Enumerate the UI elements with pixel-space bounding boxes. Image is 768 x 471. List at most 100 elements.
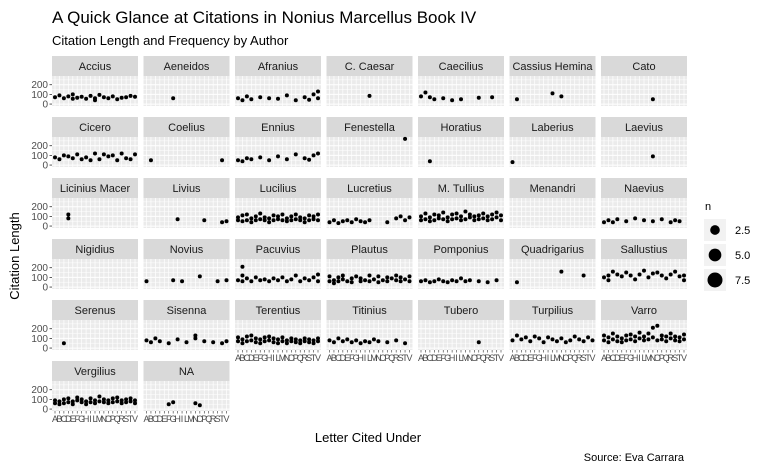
- facet-strip-menandri: [509, 178, 596, 198]
- data-point: [407, 279, 412, 284]
- data-point: [61, 401, 66, 406]
- data-point: [463, 217, 468, 222]
- data-point: [659, 217, 664, 222]
- facet-strip-afranius: [235, 56, 321, 76]
- x-tick-label: B: [239, 353, 245, 363]
- data-point: [119, 401, 124, 406]
- y-tick-label: 0: [42, 222, 48, 233]
- x-tick-label: E: [344, 353, 350, 363]
- data-point: [528, 339, 533, 344]
- facet-strip-accius: [52, 56, 138, 76]
- facet-label-coelius: Coelius: [168, 122, 205, 134]
- y-tick-label: 100: [31, 273, 48, 284]
- data-point: [298, 218, 303, 223]
- x-tick-label: I: [89, 414, 92, 424]
- data-point: [307, 337, 312, 342]
- data-point: [331, 278, 336, 283]
- data-point: [336, 275, 341, 280]
- data-point: [66, 396, 71, 401]
- legend-label: 7.5: [735, 275, 750, 287]
- data-point: [450, 217, 455, 222]
- data-point: [441, 210, 446, 215]
- x-tick-label: O: [654, 353, 661, 363]
- data-point: [650, 335, 655, 340]
- facet-strip-terentius: [235, 300, 321, 320]
- chart-title: A Quick Glance at Citations in Nonius Ma…: [52, 8, 477, 27]
- x-tick-label: N: [101, 414, 108, 424]
- data-point: [606, 273, 611, 278]
- data-point: [193, 401, 198, 406]
- facet-label-accius: Accius: [79, 61, 112, 73]
- data-point: [84, 399, 89, 404]
- data-point: [476, 213, 481, 218]
- data-point: [144, 279, 149, 284]
- data-point: [450, 212, 455, 217]
- y-tick-label: 200: [31, 80, 48, 91]
- data-point: [682, 332, 686, 337]
- data-point: [258, 95, 263, 100]
- data-point: [642, 218, 646, 223]
- x-tick-label: S: [581, 353, 587, 363]
- x-tick-label: V: [406, 353, 412, 363]
- facet-label-novius: Novius: [170, 244, 204, 256]
- x-tick-label: P: [110, 414, 116, 424]
- data-point: [624, 338, 629, 343]
- data-point: [385, 279, 390, 284]
- x-tick-label: E: [619, 353, 625, 363]
- data-point: [57, 93, 62, 98]
- data-point: [633, 339, 638, 344]
- data-point: [276, 154, 280, 159]
- data-point: [454, 279, 459, 284]
- data-point: [450, 278, 455, 283]
- data-point: [289, 214, 294, 219]
- data-point: [650, 97, 655, 102]
- data-point: [244, 212, 249, 217]
- facet-label-tubero: Tubero: [444, 305, 478, 317]
- data-point: [664, 334, 669, 339]
- x-tick-label: H: [83, 414, 90, 424]
- x-tick-label: L: [275, 353, 280, 363]
- data-point: [276, 217, 280, 222]
- chart-caption: Source: Eva Carrara: [584, 452, 685, 464]
- x-tick-label: I: [364, 353, 367, 363]
- facet-label-m-tullius: M. Tullius: [438, 183, 485, 195]
- facet-strip-sallustius: [601, 239, 687, 259]
- facet-strip-vergilius: [52, 361, 138, 381]
- data-point: [327, 279, 332, 284]
- data-point: [349, 280, 354, 285]
- data-point: [236, 96, 240, 101]
- x-tick-label: H: [449, 353, 456, 363]
- x-tick-label: G: [536, 353, 543, 363]
- facet-label-varro: Varro: [631, 305, 657, 317]
- x-tick-label: N: [192, 414, 199, 424]
- data-point: [66, 216, 71, 221]
- data-point: [367, 218, 372, 223]
- data-point: [354, 338, 359, 343]
- data-point: [97, 157, 102, 162]
- data-point: [659, 273, 664, 278]
- data-point: [271, 340, 276, 345]
- facet-strip-c-caesar: [326, 56, 413, 76]
- data-point: [659, 333, 664, 338]
- data-point: [66, 154, 71, 159]
- x-tick-label: P: [384, 353, 390, 363]
- x-tick-label: N: [375, 353, 382, 363]
- data-point: [668, 331, 673, 336]
- data-point: [349, 276, 354, 281]
- data-point: [307, 97, 312, 102]
- x-tick-label: B: [331, 353, 337, 363]
- x-tick-label: L: [367, 353, 372, 363]
- data-point: [88, 158, 93, 163]
- data-point: [262, 339, 267, 344]
- data-point: [84, 402, 89, 407]
- x-tick-label: F: [440, 353, 446, 363]
- data-point: [106, 96, 111, 101]
- data-point: [75, 398, 80, 403]
- data-point: [485, 280, 490, 285]
- facet-strip-pomponius: [418, 239, 504, 259]
- data-point: [345, 279, 350, 284]
- x-tick-label: O: [288, 353, 295, 363]
- data-point: [79, 157, 84, 162]
- x-tick-label: R: [393, 353, 400, 363]
- data-point: [586, 335, 591, 340]
